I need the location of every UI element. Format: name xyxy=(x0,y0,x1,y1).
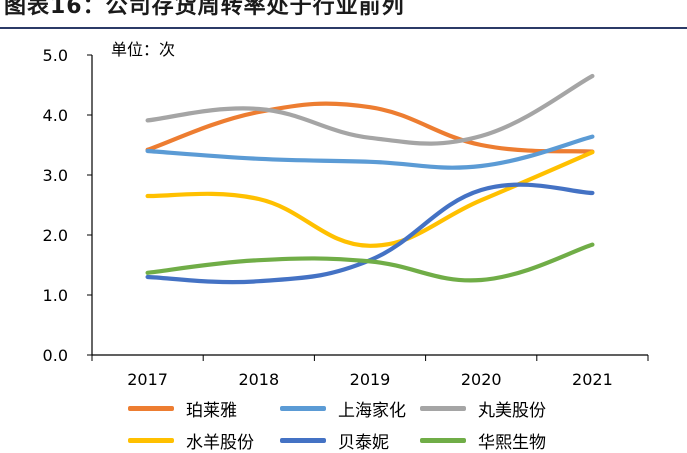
legend-label-1: 上海家化 xyxy=(338,401,406,421)
legend-swatch-0 xyxy=(128,406,174,411)
legend-label-0: 珀莱雅 xyxy=(186,401,237,421)
legend-label-2: 丸美股份 xyxy=(478,401,546,421)
x-tick-label: 2020 xyxy=(461,370,502,389)
legend-item-0: 珀莱雅 xyxy=(128,396,237,421)
x-tick-label: 2017 xyxy=(127,370,168,389)
x-tick-label: 2019 xyxy=(350,370,391,389)
x-tick-label: 2021 xyxy=(572,370,613,389)
title-divider xyxy=(0,27,687,29)
legend-item-1: 上海家化 xyxy=(280,396,406,421)
chart-title: 图表16：公司存货周转率处于行业前列 xyxy=(4,0,405,19)
legend-item-5: 华熙生物 xyxy=(420,428,546,453)
legend-swatch-3 xyxy=(128,438,174,443)
y-tick-label: 4.0 xyxy=(43,106,68,125)
series-line-5 xyxy=(145,242,595,283)
legend-label-5: 华熙生物 xyxy=(478,433,546,453)
series-line-3 xyxy=(145,150,595,248)
unit-label: 单位：次 xyxy=(111,40,176,59)
series-line-0 xyxy=(145,101,595,154)
y-tick-label: 5.0 xyxy=(43,46,68,65)
series-line-2 xyxy=(145,73,595,146)
y-tick-label: 0.0 xyxy=(43,346,68,365)
legend-item-2: 丸美股份 xyxy=(420,396,546,421)
legend-swatch-5 xyxy=(420,438,466,443)
legend-item-4: 贝泰妮 xyxy=(280,428,389,453)
legend-label-4: 贝泰妮 xyxy=(338,433,389,453)
legend-swatch-2 xyxy=(420,406,466,411)
series-line-4 xyxy=(145,182,595,285)
series-line-1 xyxy=(145,134,595,170)
y-tick-label: 2.0 xyxy=(43,226,68,245)
legend-item-3: 水羊股份 xyxy=(128,428,254,453)
y-tick-label: 3.0 xyxy=(43,166,68,185)
legend-label-3: 水羊股份 xyxy=(186,433,254,453)
legend-swatch-4 xyxy=(280,438,326,443)
y-tick-label: 1.0 xyxy=(43,286,68,305)
x-tick-label: 2018 xyxy=(238,370,279,389)
legend-swatch-1 xyxy=(280,406,326,411)
chart-title-strip: 图表16：公司存货周转率处于行业前列 xyxy=(0,0,687,22)
